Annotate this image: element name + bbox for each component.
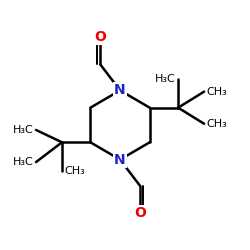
Text: H₃C: H₃C [155,74,176,84]
Text: N: N [114,84,126,98]
Text: H₃C: H₃C [13,125,34,135]
Text: O: O [94,30,106,44]
Text: H₃C: H₃C [13,157,34,167]
Text: CH₃: CH₃ [206,87,227,97]
Text: O: O [134,206,146,220]
Text: CH₃: CH₃ [206,119,227,129]
Text: CH₃: CH₃ [64,166,85,176]
Text: N: N [114,152,126,166]
